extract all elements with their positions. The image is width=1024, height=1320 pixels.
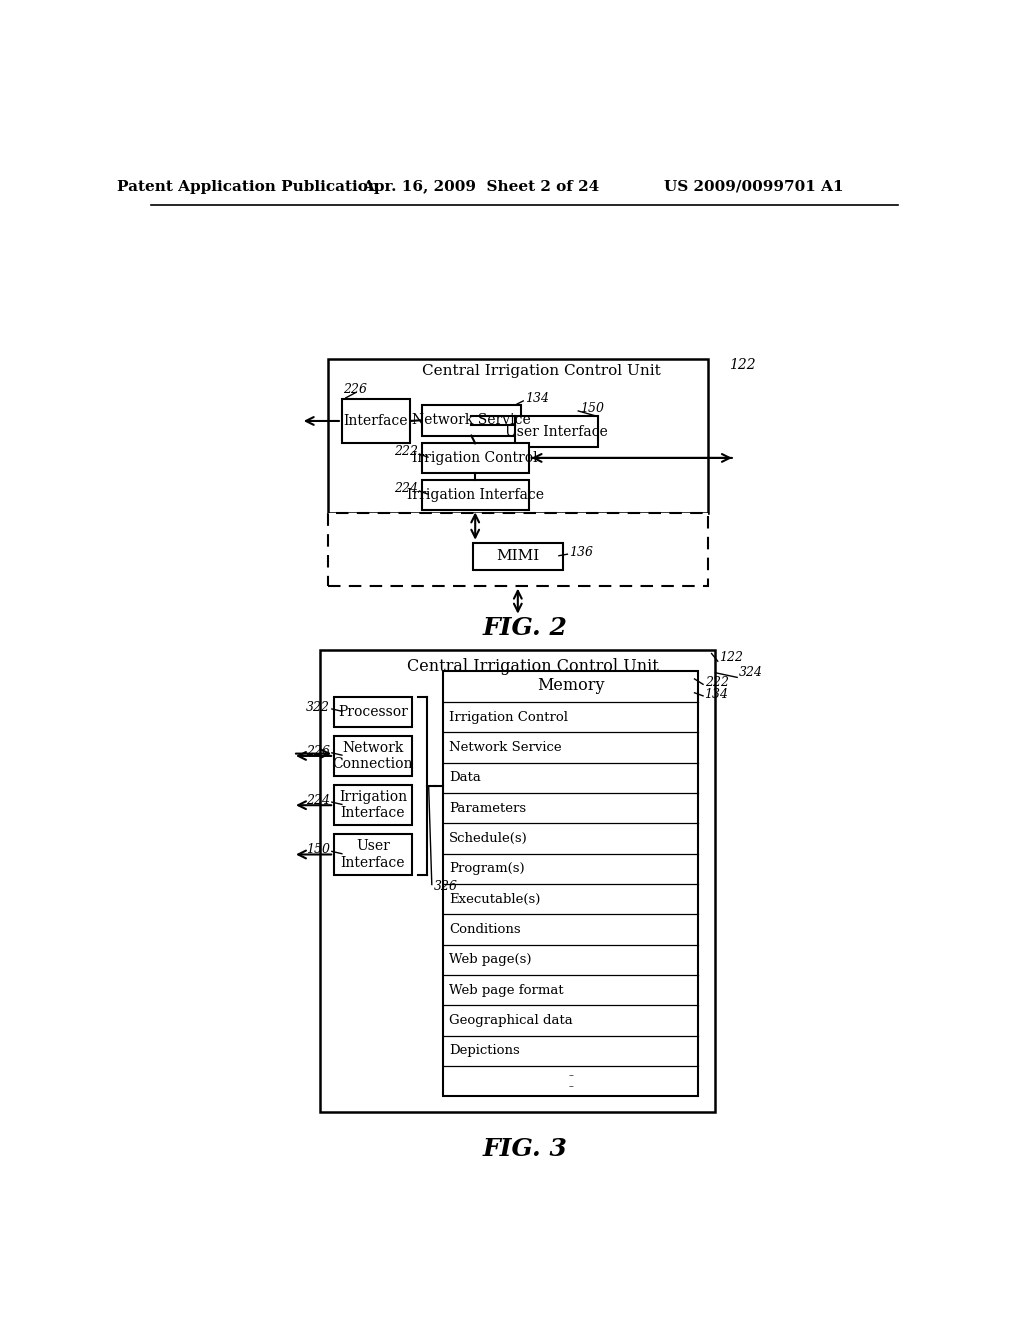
FancyBboxPatch shape xyxy=(334,737,412,776)
Text: 226: 226 xyxy=(306,744,331,758)
Text: Irrigation
Interface: Irrigation Interface xyxy=(339,791,407,820)
Text: User Interface: User Interface xyxy=(505,425,608,438)
Text: 224: 224 xyxy=(306,795,331,807)
FancyBboxPatch shape xyxy=(334,697,412,726)
FancyBboxPatch shape xyxy=(422,480,528,510)
Text: Irrigation Control: Irrigation Control xyxy=(413,451,538,465)
Text: 222: 222 xyxy=(705,676,729,689)
FancyBboxPatch shape xyxy=(442,671,698,1096)
Text: 122: 122 xyxy=(719,651,743,664)
Text: FIG. 3: FIG. 3 xyxy=(482,1137,567,1160)
Text: 134: 134 xyxy=(705,688,729,701)
Text: Schedule(s): Schedule(s) xyxy=(449,832,527,845)
Text: Processor: Processor xyxy=(338,705,408,719)
Text: MIMI: MIMI xyxy=(497,549,540,564)
Text: Interface: Interface xyxy=(344,414,409,428)
Text: 134: 134 xyxy=(524,392,549,405)
FancyBboxPatch shape xyxy=(342,399,410,444)
FancyBboxPatch shape xyxy=(515,416,598,447)
Text: Central Irrigation Control Unit: Central Irrigation Control Unit xyxy=(422,364,660,378)
Text: –
–: – – xyxy=(568,1072,573,1090)
Text: Patent Application Publication: Patent Application Publication xyxy=(117,180,379,194)
FancyBboxPatch shape xyxy=(422,405,521,436)
Text: 326: 326 xyxy=(433,880,458,894)
Text: Web page format: Web page format xyxy=(449,983,563,997)
Text: Executable(s): Executable(s) xyxy=(449,892,541,906)
Text: Parameters: Parameters xyxy=(449,801,526,814)
Text: Irrigation Control: Irrigation Control xyxy=(449,710,568,723)
Text: US 2009/0099701 A1: US 2009/0099701 A1 xyxy=(665,180,844,194)
Text: Conditions: Conditions xyxy=(449,923,520,936)
Text: User
Interface: User Interface xyxy=(341,840,406,870)
Text: Geographical data: Geographical data xyxy=(449,1014,572,1027)
Text: Memory: Memory xyxy=(537,677,604,693)
FancyBboxPatch shape xyxy=(334,785,412,825)
Text: Web page(s): Web page(s) xyxy=(449,953,531,966)
FancyBboxPatch shape xyxy=(422,444,528,473)
Text: Network Service: Network Service xyxy=(412,413,530,428)
Text: Depictions: Depictions xyxy=(449,1044,519,1057)
Text: 150: 150 xyxy=(580,403,604,416)
FancyBboxPatch shape xyxy=(334,834,412,875)
FancyBboxPatch shape xyxy=(321,649,716,1111)
Text: Irrigation Interface: Irrigation Interface xyxy=(407,488,544,502)
Text: Program(s): Program(s) xyxy=(449,862,524,875)
FancyBboxPatch shape xyxy=(473,543,563,570)
Text: 122: 122 xyxy=(729,358,756,372)
Text: Central Irrigation Control Unit: Central Irrigation Control Unit xyxy=(408,659,659,675)
Text: 222: 222 xyxy=(394,445,418,458)
Text: 226: 226 xyxy=(343,383,368,396)
Text: 322: 322 xyxy=(306,701,331,714)
Text: 224: 224 xyxy=(394,482,418,495)
Text: 150: 150 xyxy=(306,843,331,857)
Text: Network
Connection: Network Connection xyxy=(333,741,413,771)
Text: FIG. 2: FIG. 2 xyxy=(482,616,567,640)
FancyBboxPatch shape xyxy=(328,359,708,512)
Text: 324: 324 xyxy=(738,667,763,680)
FancyBboxPatch shape xyxy=(328,512,708,586)
Text: Data: Data xyxy=(449,771,480,784)
Text: Apr. 16, 2009  Sheet 2 of 24: Apr. 16, 2009 Sheet 2 of 24 xyxy=(362,180,599,194)
Text: 136: 136 xyxy=(569,546,593,560)
Text: Network Service: Network Service xyxy=(449,741,561,754)
